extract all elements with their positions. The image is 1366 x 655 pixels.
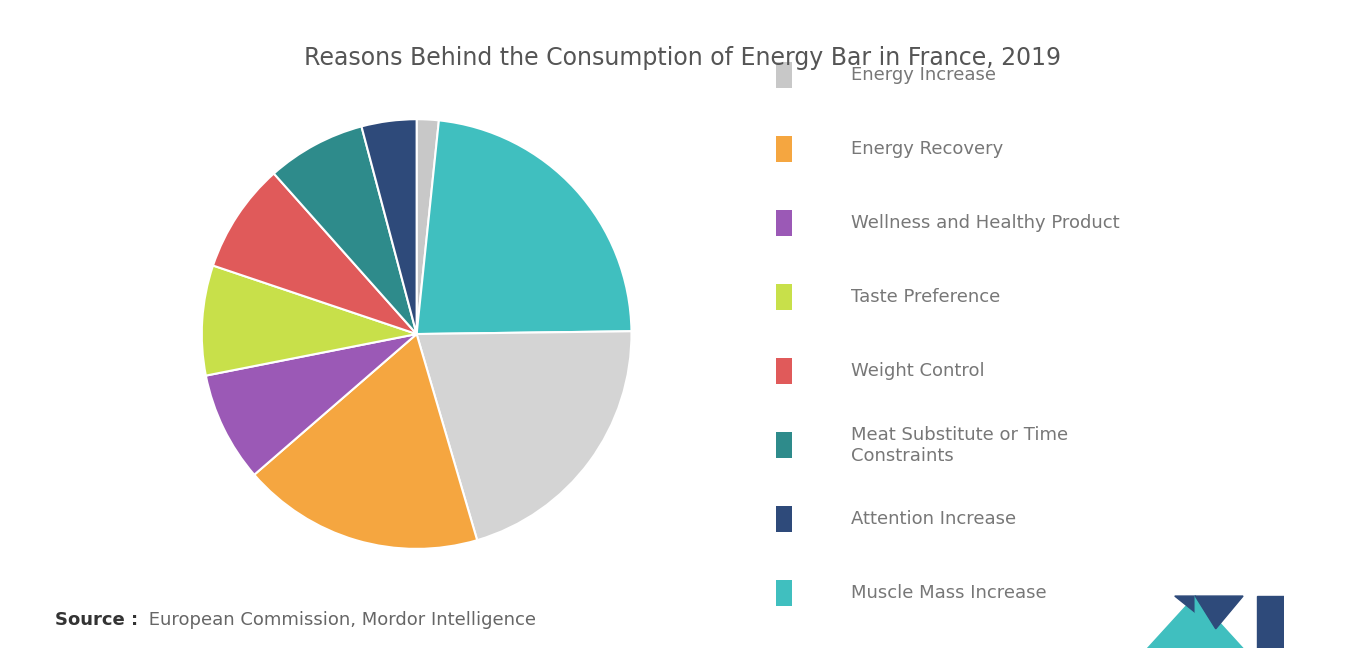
Text: Energy Recovery: Energy Recovery — [851, 140, 1003, 158]
FancyBboxPatch shape — [776, 358, 792, 384]
Wedge shape — [417, 331, 631, 540]
Wedge shape — [417, 121, 631, 334]
Polygon shape — [1175, 596, 1216, 629]
Text: Attention Increase: Attention Increase — [851, 510, 1016, 529]
Wedge shape — [202, 265, 417, 375]
Text: European Commission, Mordor Intelligence: European Commission, Mordor Intelligence — [143, 611, 537, 629]
FancyBboxPatch shape — [776, 136, 792, 162]
Wedge shape — [206, 334, 417, 475]
Text: Wellness and Healthy Product: Wellness and Healthy Product — [851, 214, 1120, 232]
Polygon shape — [1195, 596, 1243, 648]
Text: Energy Increase: Energy Increase — [851, 66, 996, 84]
FancyBboxPatch shape — [776, 580, 792, 607]
Text: Reasons Behind the Consumption of Energy Bar in France, 2019: Reasons Behind the Consumption of Energy… — [305, 46, 1061, 70]
Text: Source :: Source : — [55, 611, 138, 629]
Text: Weight Control: Weight Control — [851, 362, 985, 380]
Wedge shape — [213, 174, 417, 334]
FancyBboxPatch shape — [776, 284, 792, 310]
Polygon shape — [1257, 596, 1284, 648]
Text: Muscle Mass Increase: Muscle Mass Increase — [851, 584, 1046, 603]
FancyBboxPatch shape — [776, 506, 792, 533]
Polygon shape — [1147, 596, 1195, 648]
FancyBboxPatch shape — [776, 62, 792, 88]
Wedge shape — [273, 126, 417, 334]
Wedge shape — [362, 119, 417, 334]
Polygon shape — [1195, 596, 1243, 629]
Wedge shape — [254, 334, 477, 549]
Text: Taste Preference: Taste Preference — [851, 288, 1000, 306]
FancyBboxPatch shape — [776, 210, 792, 236]
Text: Meat Substitute or Time
Constraints: Meat Substitute or Time Constraints — [851, 426, 1068, 464]
Wedge shape — [417, 119, 438, 334]
FancyBboxPatch shape — [776, 432, 792, 458]
